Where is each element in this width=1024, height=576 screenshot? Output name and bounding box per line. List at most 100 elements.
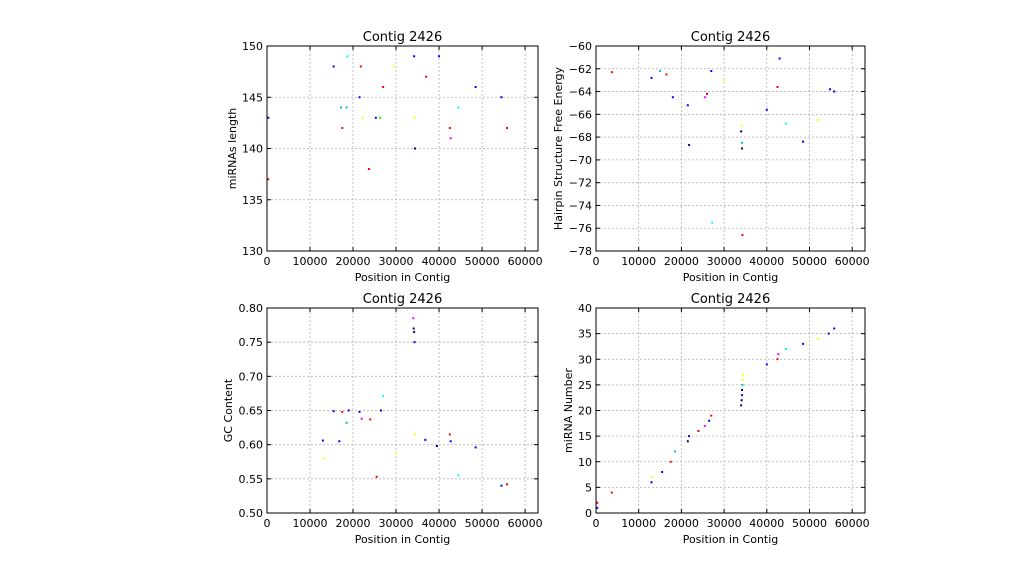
y-tick-label: 0.75: [239, 336, 264, 349]
data-point: [341, 127, 344, 129]
y-tick-label: 135: [242, 194, 263, 207]
data-point: [438, 55, 441, 58]
data-point: [339, 106, 342, 109]
data-point: [686, 440, 689, 443]
data-point: [412, 327, 415, 330]
x-axis-label: Position in Contig: [683, 533, 779, 546]
data-point: [669, 460, 672, 463]
data-point: [723, 79, 726, 82]
data-point: [777, 353, 780, 356]
y-tick-label: −68: [569, 131, 592, 144]
data-point: [710, 414, 713, 417]
data-point: [802, 342, 805, 345]
x-tick-label: 40000: [749, 255, 784, 268]
data-point: [827, 332, 830, 335]
data-point: [697, 430, 700, 432]
data-point: [379, 409, 382, 412]
data-point: [817, 337, 820, 340]
data-point: [828, 88, 831, 91]
chart-title: Contig 2426: [363, 292, 442, 307]
x-tick-label: 40000: [422, 517, 457, 530]
data-point: [332, 65, 335, 68]
data-point: [765, 363, 768, 366]
x-tick-label: 0: [264, 255, 271, 268]
data-point: [425, 75, 428, 78]
x-tick-label: 20000: [664, 517, 699, 530]
x-tick-label: 10000: [621, 255, 656, 268]
data-point: [661, 471, 664, 473]
x-tick-label: 50000: [465, 255, 500, 268]
chart-panel-1: 0 10000 20000 30000 40000 50000 60000 130 135 140…: [226, 30, 543, 284]
data-point: [424, 438, 427, 441]
data-point: [267, 178, 270, 181]
y-tick-label: 15: [578, 430, 592, 443]
y-tick-label: 150: [242, 40, 263, 53]
data-point: [741, 389, 744, 391]
data-point: [413, 330, 416, 333]
data-point: [267, 116, 270, 119]
data-point: [596, 501, 599, 504]
data-point: [360, 417, 363, 420]
data-point: [741, 373, 744, 376]
data-point: [341, 410, 344, 413]
plot-frame: [595, 45, 866, 252]
x-tick-label: 60000: [508, 517, 543, 530]
data-point: [596, 506, 599, 509]
chart-title: Contig 2426: [363, 30, 442, 45]
y-tick-label: −64: [569, 86, 592, 99]
data-point: [413, 55, 416, 58]
y-tick-label: 0.50: [239, 507, 264, 520]
x-axis-label: Position in Contig: [355, 533, 451, 546]
x-tick-label: 50000: [792, 255, 827, 268]
chart-panel-4: 0 10000 20000 30000 40000 50000 60000 0 5 10 15 20 2…: [562, 292, 870, 546]
x-tick-label: 10000: [293, 517, 328, 530]
data-point: [673, 450, 676, 453]
y-tick-label: 130: [242, 245, 263, 258]
data-point: [778, 57, 781, 60]
x-tick-label: 50000: [465, 517, 500, 530]
x-tick-label: 10000: [293, 255, 328, 268]
chart-panel-3: 0 10000 20000 30000 40000 50000 60000 0.50 0.55 0…: [222, 292, 543, 546]
y-tick-label: 25: [578, 379, 592, 392]
data-point: [740, 399, 743, 402]
chart-panel-2: 0 10000 20000 30000 40000 50000 60000 −78 −76 −74…: [552, 30, 870, 284]
data-point: [741, 394, 744, 397]
x-tick-label: 50000: [792, 517, 827, 530]
data-point: [321, 439, 324, 442]
data-point: [740, 124, 743, 127]
data-point: [506, 483, 509, 486]
data-point: [367, 168, 370, 170]
x-tick-label: 60000: [508, 255, 543, 268]
x-axis-label: Position in Contig: [683, 271, 779, 284]
data-point: [706, 92, 709, 95]
data-point: [688, 435, 691, 438]
data-point: [413, 116, 416, 119]
y-tick-label: 20: [578, 405, 592, 418]
y-axis-label: miRNAs length: [226, 108, 239, 189]
data-point: [703, 424, 706, 427]
data-point: [785, 122, 788, 125]
x-tick-label: 60000: [835, 255, 870, 268]
x-tick-label: 20000: [664, 255, 699, 268]
data-point: [711, 221, 714, 224]
data-point: [817, 119, 820, 122]
data-point: [382, 395, 385, 398]
data-point: [347, 409, 350, 412]
data-point: [413, 433, 416, 436]
x-tick-label: 20000: [336, 517, 371, 530]
data-point: [650, 76, 653, 79]
chart-title: Contig 2426: [691, 292, 770, 307]
y-tick-label: 0.70: [239, 370, 264, 383]
y-tick-label: 40: [578, 302, 592, 315]
data-point: [650, 481, 653, 484]
data-point: [474, 86, 477, 88]
data-point: [392, 65, 395, 68]
chart-title: Contig 2426: [691, 30, 770, 45]
data-point: [474, 446, 477, 449]
data-point: [765, 108, 768, 111]
y-tick-label: 145: [242, 91, 263, 104]
data-point: [374, 116, 377, 119]
y-tick-label: −66: [569, 108, 592, 121]
x-tick-label: 30000: [379, 255, 414, 268]
